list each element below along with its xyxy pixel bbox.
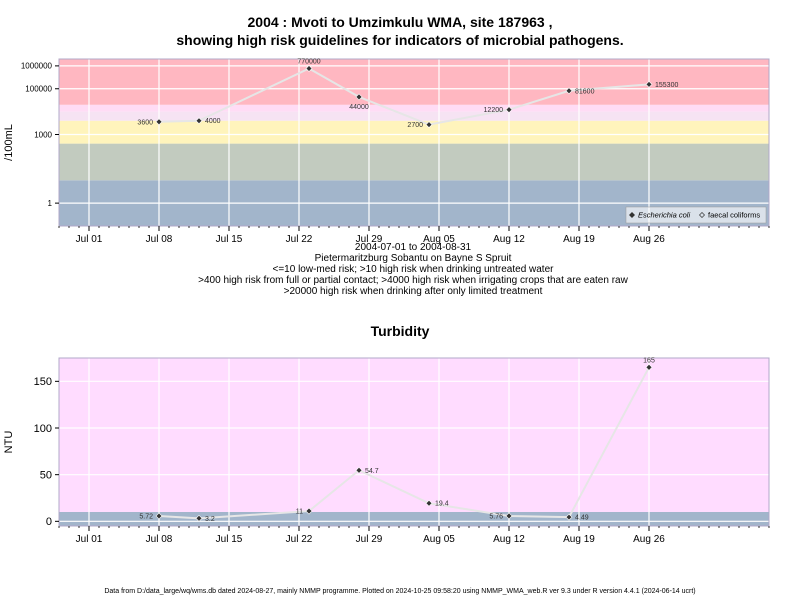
caption-date-range: 2004-07-01 to 2004-08-31	[354, 242, 472, 253]
y-tick-label-1: 1000	[34, 130, 52, 139]
footer-note: Data from D:/data_large/wq/wms.db dated …	[104, 588, 696, 595]
y-tick-label-1: 50	[40, 470, 52, 482]
x-tick-label-2: Jul 15	[216, 534, 243, 545]
data-point-5	[505, 512, 513, 520]
data-point-4	[425, 499, 433, 507]
data-label-1: 4000	[205, 118, 221, 125]
risk-band-4	[59, 104, 769, 112]
legend-label-0: Escherichia coli	[638, 211, 690, 220]
x-tick-label-0: Jul 01	[76, 234, 103, 245]
data-label-0: 3600	[137, 119, 153, 126]
risk-band-5	[59, 59, 769, 105]
data-point-2	[305, 65, 313, 72]
data-point-5	[505, 106, 513, 114]
data-point-1	[195, 514, 203, 522]
data-point-0	[155, 512, 163, 520]
data-point-1	[195, 117, 203, 125]
data-label-1: 3.2	[205, 516, 215, 523]
caption-risk-1: <=10 low-med risk; >10 high risk when dr…	[272, 264, 554, 275]
turbidity-title: Turbidity	[370, 323, 430, 339]
data-label-5: 12200	[484, 107, 504, 114]
x-tick-label-5: Aug 05	[423, 234, 455, 245]
x-tick-label-4: Jul 29	[356, 234, 383, 245]
data-point-3	[355, 466, 363, 474]
data-label-7: 165	[643, 357, 655, 364]
data-point-6	[565, 513, 573, 521]
plot-frame	[58, 357, 770, 527]
data-point-0	[155, 118, 163, 126]
caption-risk-2: >400 high risk from full or partial cont…	[198, 275, 628, 286]
data-label-3: 54.7	[365, 468, 379, 475]
chart-title-line1: 2004 : Mvoti to Umzimkulu WMA, site 1879…	[247, 14, 553, 30]
plot-frame	[58, 58, 770, 227]
data-label-4: 2700	[407, 122, 423, 129]
x-tick-label-7: Aug 19	[563, 234, 595, 245]
chart-caption: 2004-07-01 to 2004-08-31 Pietermaritzbur…	[0, 0, 800, 297]
series-line-0	[158, 67, 650, 126]
data-point-7	[645, 363, 653, 371]
legend-marker-0	[629, 212, 635, 218]
data-label-6: 4.49	[575, 515, 589, 522]
data-label-4: 19.4	[435, 501, 449, 508]
risk-band-3	[59, 111, 769, 121]
series-line-0	[158, 366, 650, 520]
x-tick-label-2: Jul 15	[216, 234, 243, 245]
x-tick-label-6: Aug 12	[493, 234, 525, 245]
legend-marker-1	[699, 212, 705, 218]
legend-label-1: faecal coliforms	[708, 211, 760, 220]
x-tick-label-0: Jul 01	[76, 534, 103, 545]
data-point-4	[425, 121, 433, 129]
data-label-5: 5.76	[489, 513, 503, 520]
risk-band-2	[59, 120, 769, 144]
data-point-3	[355, 93, 363, 101]
chart-title-line2: showing high risk guidelines for indicat…	[176, 32, 624, 48]
data-label-6: 81600	[575, 88, 595, 95]
microbial-chart: 1 1000 100000 1000000 Jul 01 Jul 08 Jul 15 Jul …	[3, 58, 770, 245]
x-tick-label-1: Jul 08	[146, 534, 173, 545]
data-label-3: 44000	[349, 104, 369, 111]
y-axis-label: /100mL	[3, 124, 15, 161]
data-label-0: 5.72	[139, 513, 153, 520]
risk-band-1	[59, 358, 769, 512]
data-point-6	[565, 87, 573, 95]
x-tick-label-3: Jul 22	[286, 534, 313, 545]
y-tick-label-0: 1	[48, 199, 53, 208]
data-point-2	[305, 507, 313, 515]
data-label-7: 155300	[655, 82, 678, 89]
data-label-2: 770000	[297, 58, 320, 65]
data-point-7	[645, 80, 653, 88]
y-tick-label-3: 150	[34, 376, 52, 388]
y-tick-label-2: 100	[34, 423, 52, 435]
x-tick-label-3: Jul 22	[286, 234, 313, 245]
x-tick-label-7: Aug 19	[563, 534, 595, 545]
x-tick-label-1: Jul 08	[146, 234, 173, 245]
x-tick-label-6: Aug 12	[493, 534, 525, 545]
data-label-2: 11	[296, 509, 303, 516]
x-tick-label-4: Jul 29	[356, 534, 383, 545]
caption-site: Pietermaritzburg Sobantu on Bayne S Spru…	[314, 253, 512, 264]
x-tick-label-8: Aug 26	[633, 234, 665, 245]
x-tick-label-5: Aug 05	[423, 534, 455, 545]
caption-risk-3: >20000 high risk when drinking after onl…	[283, 286, 543, 297]
risk-band-0	[59, 512, 769, 526]
y-axis-label: NTU	[3, 431, 15, 454]
risk-band-1	[59, 143, 769, 181]
x-tick-label-8: Aug 26	[633, 534, 665, 545]
turbidity-chart: 0 50 100 150 Jul 01 Jul 08 Jul 15 Jul 22 Jul 29 A…	[3, 357, 770, 545]
legend-box	[625, 206, 767, 224]
y-tick-label-0: 0	[46, 516, 52, 528]
y-tick-label-2: 100000	[25, 85, 52, 94]
y-tick-label-3: 1000000	[21, 62, 53, 71]
